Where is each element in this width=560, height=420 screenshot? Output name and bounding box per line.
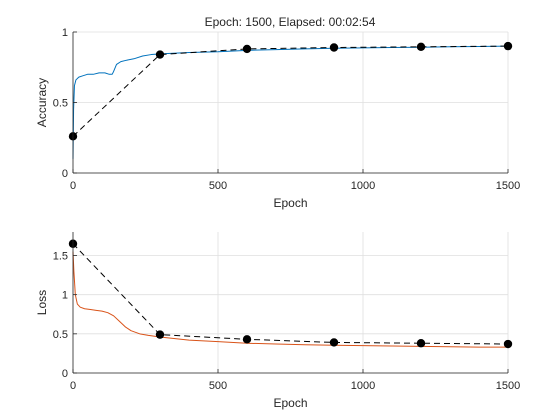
loss-y-tick-label: 1.5 [53,251,68,263]
accuracy-validation-line [72,45,509,137]
accuracy-training-line [72,45,509,159]
loss-panel: 0 500 1000 1500 0 0.5 1 1.5 Epoch Loss [35,232,520,410]
loss-x-tick-label: 1500 [496,380,520,392]
accuracy-y-tick-label: 1 [62,27,68,39]
loss-training-line [72,251,508,348]
loss-validation-line [72,243,509,345]
loss-x-tick-label: 0 [70,380,76,392]
accuracy-y-axis-label: Accuracy [35,78,49,127]
chart-title: Epoch: 1500, Elapsed: 00:02:54 [205,15,376,29]
loss-validation-point [155,330,165,339]
loss-y-tick-label: 0.5 [53,329,68,341]
loss-x-tick-label: 1000 [351,380,375,392]
loss-y-tick-label: 1 [62,290,68,302]
accuracy-validation-point [503,41,513,51]
accuracy-x-tick-label: 500 [209,180,227,192]
loss-validation-point [416,339,426,348]
accuracy-y-tick-label: 0.5 [53,98,68,110]
accuracy-x-tick-label: 1500 [496,180,520,192]
accuracy-x-axis-label: Epoch [273,196,307,210]
loss-x-axis-label: Epoch [273,396,307,410]
loss-validation-point [503,339,513,349]
accuracy-x-tick-label: 1000 [351,180,375,192]
loss-validation-point [329,338,339,347]
accuracy-validation-point [329,43,339,52]
loss-validation-point [242,335,252,344]
loss-plot-area [73,232,508,373]
accuracy-validation-point [242,44,252,54]
loss-y-tick-label: 0 [62,368,68,380]
accuracy-validation-point [416,42,426,52]
accuracy-panel: 0 500 1000 1500 0 0.5 1 Epoch Accuracy [35,27,520,210]
loss-x-tick-label: 500 [209,380,227,392]
accuracy-y-tick-label: 0 [62,168,68,180]
accuracy-validation-point [155,50,165,59]
accuracy-x-tick-label: 0 [70,180,76,192]
loss-y-axis-label: Loss [35,290,49,315]
